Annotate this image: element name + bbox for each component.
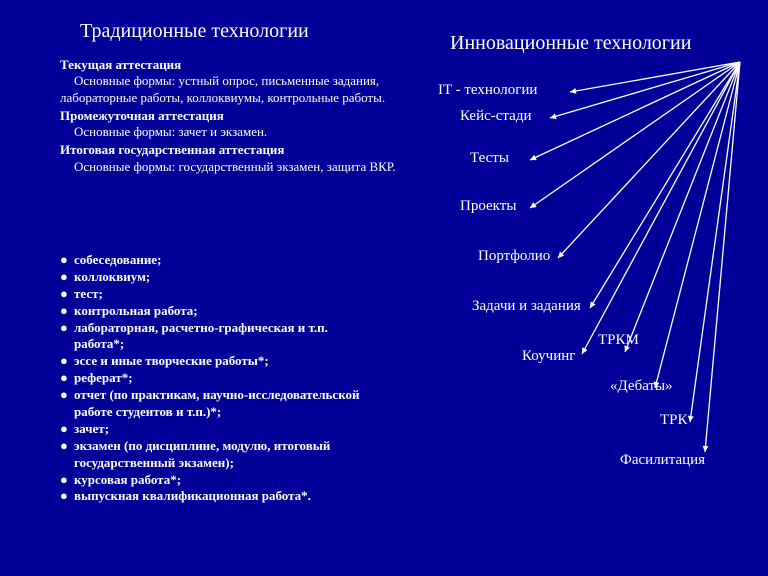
- bullet-text: реферат*;: [74, 370, 133, 387]
- bullet-icon: ●: [60, 303, 74, 320]
- list-item: ●выпускная квалификационная работа*.: [60, 488, 380, 505]
- title-traditional: Традиционные технологии: [80, 20, 309, 43]
- list-item: ●реферат*;: [60, 370, 380, 387]
- bullet-icon: ●: [60, 320, 74, 354]
- ray-label-facilitation: Фасилитация: [620, 452, 705, 469]
- list-item: ●тест;: [60, 286, 380, 303]
- list-item: ●отчет (по практикам, научно-исследовате…: [60, 387, 380, 421]
- bullet-text: эссе и иные творческие работы*;: [74, 353, 269, 370]
- mid-attestation-heading: Промежуточная аттестация: [60, 108, 400, 124]
- bullet-text: лабораторная, расчетно-графическая и т.п…: [74, 320, 380, 354]
- bullet-text: отчет (по практикам, научно-исследовател…: [74, 387, 380, 421]
- ray-label-tests: Тесты: [470, 150, 509, 167]
- ray-label-tasks: Задачи и задания: [472, 298, 581, 315]
- slide: { "colors": { "background": "#000099", "…: [0, 0, 768, 576]
- bullet-icon: ●: [60, 438, 74, 472]
- list-item: ●зачет;: [60, 421, 380, 438]
- bullet-icon: ●: [60, 353, 74, 370]
- ray-label-coaching: Коучинг: [522, 348, 575, 365]
- ray-label-it: IT - технологии: [438, 82, 537, 99]
- final-attestation-body: Основные формы: государственный экзамен,…: [60, 159, 400, 175]
- bullet-text: собеседование;: [74, 252, 161, 269]
- bullet-text: зачет;: [74, 421, 109, 438]
- ray-label-case: Кейс-стади: [460, 108, 531, 125]
- bullet-list: ●собеседование; ●коллоквиум; ●тест; ●кон…: [60, 252, 380, 505]
- list-item: ●собеседование;: [60, 252, 380, 269]
- ray-label-trkm: ТРКМ: [598, 332, 639, 349]
- bullet-icon: ●: [60, 421, 74, 438]
- list-item: ●эссе и иные творческие работы*;: [60, 353, 380, 370]
- bullet-text: контрольная работа;: [74, 303, 198, 320]
- bullet-icon: ●: [60, 252, 74, 269]
- bullet-icon: ●: [60, 387, 74, 421]
- bullet-icon: ●: [60, 269, 74, 286]
- list-item: ●контрольная работа;: [60, 303, 380, 320]
- bullet-text: коллоквиум;: [74, 269, 150, 286]
- attestation-block: Текущая аттестация Основные формы: устны…: [60, 55, 400, 175]
- list-item: ●курсовая работа*;: [60, 472, 380, 489]
- current-attestation-heading: Текущая аттестация: [60, 57, 400, 73]
- list-item: ●экзамен (по дисциплине, модулю, итоговы…: [60, 438, 380, 472]
- bullet-text: курсовая работа*;: [74, 472, 181, 489]
- bullet-text: выпускная квалификационная работа*.: [74, 488, 311, 505]
- bullet-icon: ●: [60, 370, 74, 387]
- list-item: ●лабораторная, расчетно-графическая и т.…: [60, 320, 380, 354]
- bullet-icon: ●: [60, 472, 74, 489]
- ray-label-trk: ТРК: [660, 412, 688, 429]
- list-item: ●коллоквиум;: [60, 269, 380, 286]
- ray-label-portfolio: Портфолио: [478, 248, 550, 265]
- bullet-text: экзамен (по дисциплине, модулю, итоговый…: [74, 438, 380, 472]
- bullet-icon: ●: [60, 286, 74, 303]
- mid-attestation-body: Основные формы: зачет и экзамен.: [60, 124, 400, 140]
- current-attestation-body: Основные формы: устный опрос, письменные…: [60, 73, 400, 106]
- title-innovative: Инновационные технологии: [450, 32, 691, 55]
- bullet-text: тест;: [74, 286, 103, 303]
- final-attestation-heading: Итоговая государственная аттестация: [60, 142, 400, 158]
- ray-label-debates: «Дебаты»: [610, 378, 673, 395]
- ray-label-projects: Проекты: [460, 198, 516, 215]
- bullet-icon: ●: [60, 488, 74, 505]
